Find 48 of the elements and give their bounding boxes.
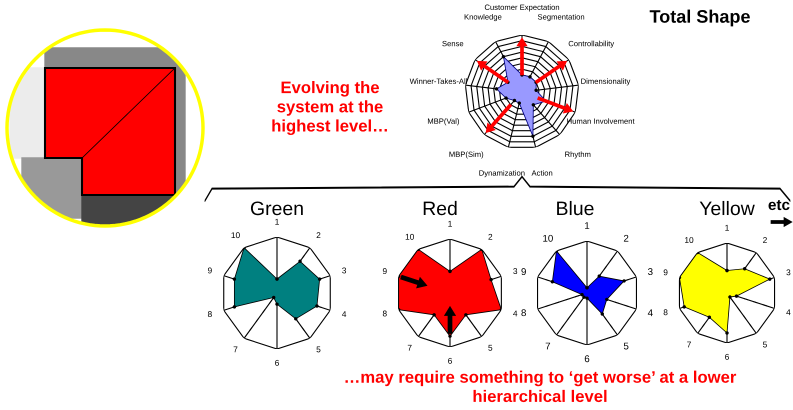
spoke-label: 7 [234,346,238,352]
text: etc [768,200,790,210]
text: Total Shape [650,10,750,26]
spoke-label: 4 [786,309,790,316]
spoke-label: 10 [232,232,240,238]
spoke-label: 7 [687,342,691,348]
chart-title: Red [424,200,457,216]
spoke-label: 4 [648,309,653,316]
spoke-label: 4 [513,310,518,316]
text: Evolving the system at the highest level… [272,81,387,135]
chart-title: Green [250,201,303,216]
chart-title: Blue [557,200,594,216]
spoke-label: 9 [664,269,668,276]
spoke-label: 6 [584,355,590,362]
spoke-label: 2 [488,234,492,240]
spoke-label: 6 [725,354,729,360]
spoke-label: 5 [316,346,320,352]
spoke-label: 2 [763,237,767,243]
spoke-label: 6 [448,358,452,364]
spoke-label: 5 [488,344,492,351]
spoke-label: 8 [208,311,212,318]
spoke-label: 1 [448,220,452,227]
spoke-label: 2 [624,234,628,242]
spoke-label: 10 [543,234,553,242]
text: …may require something to ‘get worse’ at a lower hierarchical level [345,370,736,402]
spoke-label: 3 [648,268,653,276]
spoke-label: 8 [664,309,668,316]
spoke-label: 10 [406,234,414,240]
spoke-label: 1 [725,224,729,231]
spoke-label: 8 [382,310,387,316]
spoke-label: 10 [685,237,694,243]
spoke-label: 1 [275,218,279,225]
spoke-label: 5 [624,342,628,350]
spoke-label: 3 [786,269,790,276]
spoke-label: 7 [408,344,412,351]
spoke-label: 3 [513,268,518,274]
spoke-label: 7 [546,342,550,350]
spoke-label: 1 [585,222,590,229]
spoke-label: 3 [342,268,346,274]
spoke-label: 5 [762,342,767,348]
spoke-label: 2 [316,232,320,238]
spoke-label: 9 [208,268,212,274]
chart-title: Yellow [700,200,755,216]
spoke-label: 4 [342,311,346,317]
spoke-label: 9 [521,268,526,276]
spoke-label: 8 [521,309,526,316]
spoke-label: 9 [382,268,387,274]
spoke-label: 6 [275,360,279,366]
